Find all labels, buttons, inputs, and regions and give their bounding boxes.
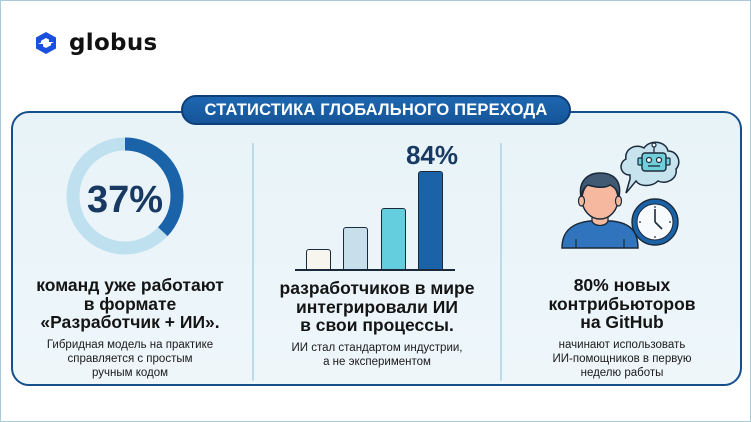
stat-value-84: 84%	[405, 140, 459, 170]
brand-name: globus	[69, 30, 158, 56]
robot-icon	[637, 142, 671, 172]
stat-card-developers: разработчиков в мире интегрировали ИИ в …	[263, 279, 491, 369]
stat-headline: разработчиков в мире интегрировали ИИ в …	[279, 278, 475, 335]
person-icon	[561, 172, 639, 249]
stat-card-teams: команд уже работают в формате «Разработч…	[20, 276, 240, 380]
brand-logo: globus	[34, 31, 157, 55]
stat-card-github: 80% новых контрибьюторов на GitHub начин…	[508, 276, 736, 380]
stat-note: Гибридная модель на практике справляется…	[46, 338, 214, 379]
stat-note: ИИ стал стандартом индустрии, а не экспе…	[291, 341, 463, 368]
section-title: СТАТИСТИКА ГЛОБАЛЬНОГО ПЕРЕХОДА	[204, 100, 548, 119]
developer-with-robot-and-clock-icon	[561, 141, 680, 249]
clock-icon	[631, 198, 679, 246]
stat-headline: 80% новых контрибьюторов на GitHub	[548, 275, 696, 332]
column-divider	[252, 143, 254, 381]
stat-headline: команд уже работают в формате «Разработч…	[36, 275, 224, 332]
globus-logo-icon	[36, 32, 56, 54]
column-divider	[500, 143, 502, 381]
donut-chart-icon	[66, 137, 184, 255]
chart-bar	[306, 249, 331, 270]
stat-note: начинают использовать ИИ-помощников в пе…	[552, 338, 692, 379]
chart-baseline	[295, 269, 455, 271]
chart-bar	[418, 171, 443, 270]
stat-value-37: 37%	[86, 179, 164, 221]
chart-bar	[343, 227, 368, 270]
chart-bar	[381, 208, 406, 270]
section-title-badge: СТАТИСТИКА ГЛОБАЛЬНОГО ПЕРЕХОДА	[181, 95, 571, 125]
